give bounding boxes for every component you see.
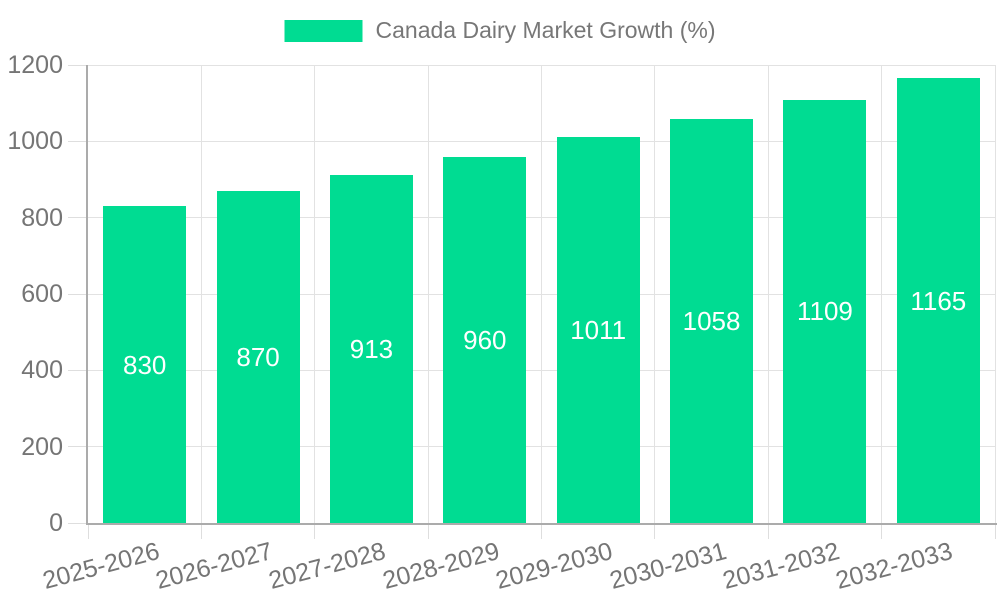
chart-legend[interactable]: Canada Dairy Market Growth (%) [284,17,716,44]
x-axis-tick [200,523,202,539]
bar-value-label: 1011 [570,315,627,346]
gridline-v [881,65,883,523]
y-axis-tick [68,140,88,142]
y-axis-tick [68,369,88,371]
gridline-v [654,65,656,523]
bar [216,190,300,523]
bar-value-label: 1109 [796,296,853,327]
gridline-v [200,65,202,523]
bar [103,206,187,523]
gridline-v [314,65,316,523]
gridline-v [427,65,429,523]
bar [556,137,640,523]
x-axis-tick [994,523,996,539]
gridline-v [767,65,769,523]
legend-label: Canada Dairy Market Growth (%) [375,17,716,43]
bar-value-label: 870 [236,341,280,372]
gridline-v [541,65,542,523]
y-axis-label: 1200 [7,51,63,79]
bar-value-label: 830 [122,349,167,380]
x-axis-tick [87,523,89,539]
y-axis-tick [68,293,88,295]
x-axis-tick [767,523,769,539]
y-axis-label: 200 [21,432,63,461]
y-axis-tick [68,64,88,66]
y-axis-label: 1000 [7,127,63,156]
bar [329,174,413,523]
legend-swatch [284,19,363,42]
y-axis-label: 0 [49,509,63,537]
gridline-v [994,65,996,523]
y-axis-tick [68,217,88,219]
x-axis-tick [881,523,883,539]
y-axis-label: 400 [21,356,63,385]
x-axis-tick [541,523,542,539]
bar [783,99,867,523]
y-axis-label: 600 [21,280,63,308]
y-axis-label: 800 [21,203,63,232]
bar [443,156,527,523]
bar [670,119,754,523]
x-axis-tick [654,523,656,539]
y-axis-tick [68,446,88,448]
bar-value-label: 1165 [910,285,967,316]
bar [896,78,980,523]
y-axis-line [86,65,88,525]
bar-value-label: 960 [463,324,507,355]
y-axis-tick [68,522,88,524]
x-axis-tick [427,523,429,539]
bar-value-label: 1058 [682,306,741,337]
x-axis-tick [314,523,316,539]
x-axis-line [86,523,997,525]
bar-value-label: 913 [349,333,394,364]
